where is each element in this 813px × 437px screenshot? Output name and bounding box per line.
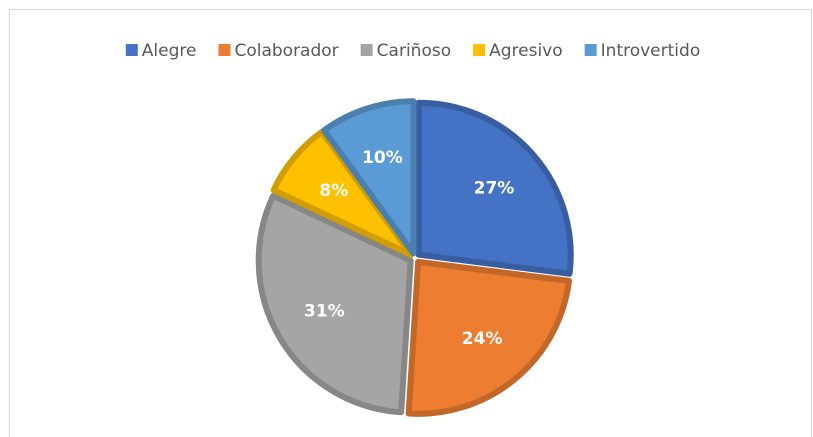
legend-label: Introvertido: [601, 41, 701, 61]
legend-label: Agresivo: [489, 41, 563, 61]
legend-item: Introvertido: [584, 41, 701, 61]
legend-swatch: [584, 44, 597, 56]
pie-slice: [405, 258, 572, 417]
legend-item: Colaborador: [218, 41, 339, 61]
data-label: 10%: [362, 148, 403, 168]
data-label: 31%: [304, 302, 345, 322]
legend-swatch: [125, 44, 138, 56]
pie-slice: [415, 99, 574, 277]
legend-label: Cariñoso: [377, 41, 451, 61]
legend-item: Cariñoso: [360, 41, 451, 61]
legend-item: Agresivo: [473, 41, 563, 61]
data-label: 8%: [319, 181, 348, 201]
legend-swatch: [218, 44, 231, 56]
data-label: 24%: [462, 329, 503, 349]
data-label: 27%: [474, 178, 515, 198]
legend: Alegre Colaborador Cariñoso Agresivo Introve…: [125, 41, 701, 61]
legend-swatch: [360, 44, 373, 56]
legend-label: Alegre: [142, 41, 197, 61]
legend-label: Colaborador: [234, 41, 338, 61]
legend-item: Alegre: [125, 41, 197, 61]
pie-slice: [321, 98, 417, 257]
legend-swatch: [473, 44, 486, 56]
pie: 27% 24% 31% 8% 10%: [255, 98, 574, 417]
pie-slice: [255, 192, 414, 416]
